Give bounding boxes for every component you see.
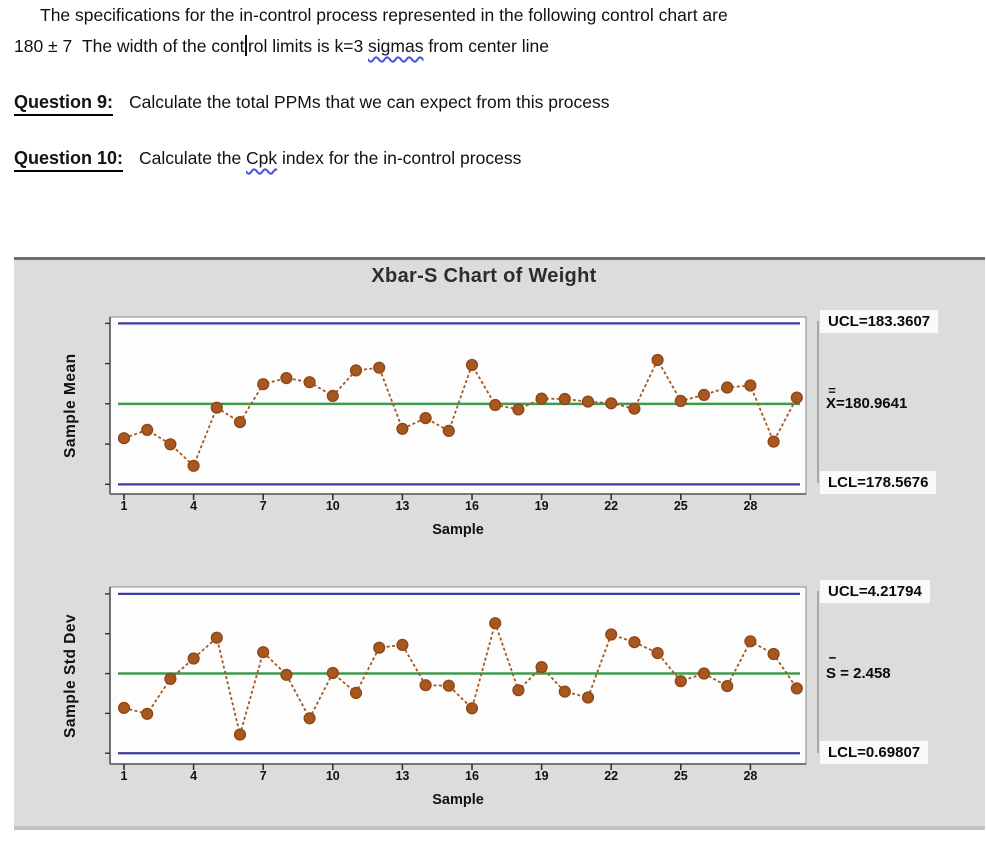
question-10[interactable]: Question 10: Calculate the Cpk index for … — [14, 148, 522, 172]
sample-mean-control-chart-svg — [105, 316, 807, 500]
x-tick-label: 16 — [465, 769, 479, 783]
sample-stddev-control-chart-svg — [105, 586, 807, 770]
x-tick-label: 28 — [743, 499, 758, 513]
x-tick-label: 13 — [395, 499, 410, 513]
sample-stddev-chart: Sample Std Dev 1 4 7 10 13 16 19 22 25 28 Sample … — [14, 580, 985, 825]
text-cursor — [245, 35, 247, 56]
plot-right-shadow — [817, 321, 819, 483]
lcl-label: LCL=178.5676 — [820, 471, 937, 494]
sbar-accent: ▔ — [829, 658, 835, 667]
chart-title: Xbar-S Chart of Weight — [371, 265, 597, 287]
xbar-double-bar-accent: = — [828, 383, 836, 398]
sample-mean-y-axis-label: Sample Mean — [62, 353, 79, 458]
intro-line-1[interactable]: The specifications for the in-control pr… — [40, 5, 728, 25]
x-tick-label: 19 — [534, 769, 549, 783]
x-tick-label: 22 — [604, 499, 619, 513]
intro-line-2-text-b: rol limits is k=3 — [247, 36, 369, 56]
x-tick-label: 1 — [120, 769, 128, 783]
sample-mean-plot-area — [104, 315, 814, 507]
question-9-text: Calculate the total PPMs that we can exp… — [129, 92, 610, 112]
x-tick-label: 13 — [395, 769, 410, 783]
center-line-value: S = 2.458 — [826, 665, 891, 682]
x-tick-label: 25 — [673, 769, 688, 783]
x-tick-label: 19 — [534, 499, 549, 513]
center-line-label: = X=180.9641 — [826, 383, 908, 412]
x-tick-label: 7 — [259, 499, 267, 513]
x-tick-label: 25 — [673, 499, 688, 513]
xbar-s-chart-panel: Xbar-S Chart of Weight Sample Mean 1 4 7 10… — [14, 257, 985, 830]
intro-line-2-text-c: from center line — [423, 36, 549, 56]
question-10-label: Question 10: — [14, 148, 124, 172]
question-10-text-a: Calculate the — [139, 148, 247, 168]
center-line-value: X=180.9641 — [826, 395, 908, 412]
question-9-label: Question 9: — [14, 92, 114, 116]
question-9[interactable]: Question 9: Calculate the total PPMs that… — [14, 92, 610, 116]
x-tick-label: 1 — [120, 499, 128, 513]
sample-mean-chart: Sample Mean 1 4 7 10 13 16 19 22 25 28 Sample UCL… — [14, 310, 985, 555]
ucl-label: UCL=183.3607 — [820, 310, 939, 333]
x-tick-label: 22 — [604, 769, 619, 783]
x-tick-label: 7 — [259, 769, 267, 783]
x-tick-label: 4 — [190, 499, 198, 513]
x-tick-label: 10 — [325, 499, 340, 513]
x-tick-label: 10 — [325, 769, 340, 783]
question-10-text-b: index for the in-control process — [277, 148, 522, 168]
misspelled-word-sigmas: sigmas — [368, 36, 424, 56]
center-line-label: ▔ S = 2.458 — [826, 658, 891, 682]
sample-stddev-y-axis-label: Sample Std Dev — [62, 613, 79, 738]
ucl-label: UCL=4.21794 — [820, 580, 930, 603]
intro-line-2[interactable]: 180 ± 7 The width of the cont rol limits … — [14, 35, 549, 57]
panel-top-border — [14, 257, 985, 260]
plot-right-shadow — [817, 591, 819, 753]
sample-stddev-x-axis-label: Sample — [432, 792, 484, 808]
x-tick-label: 4 — [190, 769, 198, 783]
intro-line-2-text-a: 180 ± 7 The width of the cont — [14, 36, 245, 56]
lcl-label: LCL=0.69807 — [820, 741, 929, 764]
x-tick-label: 28 — [743, 769, 758, 783]
misspelled-word-cpk: Cpk — [246, 148, 278, 168]
sample-mean-x-axis-label: Sample — [432, 522, 484, 538]
sample-stddev-plot-area — [104, 585, 814, 777]
x-tick-label: 16 — [465, 499, 479, 513]
